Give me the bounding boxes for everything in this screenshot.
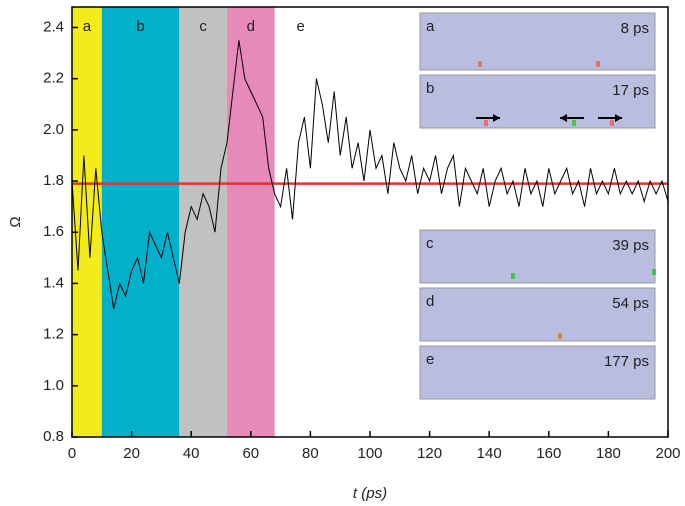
band-label: c bbox=[199, 18, 207, 35]
inset-particle bbox=[596, 61, 600, 67]
inset-panel bbox=[419, 287, 656, 342]
inset-particle bbox=[572, 120, 576, 126]
data-line bbox=[71, 40, 669, 310]
inset-particle bbox=[652, 269, 656, 275]
inset-time: 39 ps bbox=[612, 237, 649, 254]
y-axis-label: Ω bbox=[7, 216, 24, 227]
inset-label: c bbox=[426, 235, 434, 252]
band bbox=[101, 7, 180, 437]
x-tick-label: 40 bbox=[183, 445, 200, 462]
inset-panel bbox=[419, 345, 656, 400]
band bbox=[179, 7, 227, 437]
y-tick-label: 0.8 bbox=[43, 428, 64, 445]
y-tick-label: 1.4 bbox=[43, 274, 64, 291]
y-tick-label: 1.8 bbox=[43, 172, 64, 189]
y-tick-label: 1.0 bbox=[43, 377, 64, 394]
x-tick-label: 20 bbox=[123, 445, 140, 462]
x-tick-label: 180 bbox=[596, 445, 621, 462]
inset-time: 54 ps bbox=[612, 295, 649, 312]
band-label: e bbox=[296, 18, 304, 35]
inset-label: e bbox=[426, 351, 434, 368]
inset-particle bbox=[610, 120, 614, 126]
inset-time: 177 ps bbox=[604, 353, 649, 370]
band-label: a bbox=[83, 18, 92, 35]
band bbox=[226, 7, 275, 437]
x-tick-label: 160 bbox=[536, 445, 561, 462]
inset-arrowhead bbox=[615, 114, 622, 122]
band bbox=[72, 7, 102, 437]
x-tick-label: 80 bbox=[302, 445, 319, 462]
y-tick-label: 1.6 bbox=[43, 223, 64, 240]
x-axis-label: t (ps) bbox=[353, 485, 387, 502]
x-tick-label: 120 bbox=[417, 445, 442, 462]
band-label: b bbox=[136, 18, 144, 35]
inset-time: 17 ps bbox=[612, 82, 649, 99]
inset-label: d bbox=[426, 293, 434, 310]
y-tick-label: 2.4 bbox=[43, 18, 64, 35]
x-tick-label: 200 bbox=[655, 445, 680, 462]
inset-panel bbox=[419, 229, 656, 284]
x-tick-label: 0 bbox=[68, 445, 76, 462]
inset-particle bbox=[478, 61, 482, 67]
inset-label: a bbox=[426, 18, 435, 35]
band-label: d bbox=[247, 18, 255, 35]
x-tick-label: 140 bbox=[477, 445, 502, 462]
inset-label: b bbox=[426, 80, 434, 97]
inset-particle bbox=[484, 120, 488, 126]
inset-time: 8 ps bbox=[621, 20, 649, 37]
x-tick-label: 100 bbox=[357, 445, 382, 462]
inset-particle bbox=[511, 273, 515, 279]
inset-panel bbox=[419, 12, 656, 71]
y-tick-label: 1.2 bbox=[43, 326, 64, 343]
inset-arrowhead bbox=[560, 114, 567, 122]
y-tick-label: 2.0 bbox=[43, 121, 64, 138]
inset-arrowhead bbox=[493, 114, 500, 122]
x-tick-label: 60 bbox=[242, 445, 259, 462]
y-tick-label: 2.2 bbox=[43, 70, 64, 87]
inset-particle bbox=[558, 333, 562, 339]
